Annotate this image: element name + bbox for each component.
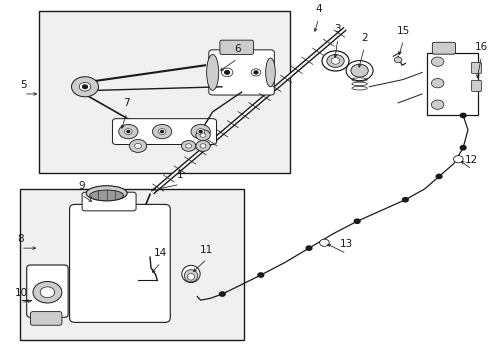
Circle shape: [435, 174, 441, 179]
Circle shape: [160, 131, 163, 133]
Bar: [426, 53, 477, 116]
Text: 12: 12: [464, 155, 477, 165]
Circle shape: [127, 131, 129, 133]
Circle shape: [181, 140, 195, 151]
Circle shape: [452, 156, 462, 163]
Text: 7: 7: [123, 98, 130, 108]
FancyBboxPatch shape: [82, 192, 136, 211]
FancyBboxPatch shape: [470, 62, 481, 73]
Ellipse shape: [182, 265, 200, 283]
Circle shape: [219, 292, 225, 296]
Ellipse shape: [265, 58, 275, 87]
Circle shape: [134, 143, 141, 148]
Circle shape: [196, 129, 204, 134]
Circle shape: [251, 69, 260, 76]
Ellipse shape: [206, 54, 218, 90]
Bar: [20, 189, 244, 339]
Circle shape: [221, 68, 232, 77]
Text: 8: 8: [18, 234, 24, 244]
FancyBboxPatch shape: [220, 40, 253, 54]
Circle shape: [82, 85, 87, 89]
Circle shape: [430, 57, 443, 66]
Circle shape: [40, 287, 55, 298]
Circle shape: [319, 239, 328, 246]
Text: 3: 3: [334, 24, 341, 34]
Ellipse shape: [187, 274, 194, 280]
Circle shape: [257, 273, 263, 277]
Circle shape: [330, 58, 339, 64]
Circle shape: [79, 82, 91, 91]
Circle shape: [430, 100, 443, 109]
Circle shape: [254, 71, 257, 74]
Circle shape: [459, 145, 465, 150]
Circle shape: [402, 198, 407, 202]
Circle shape: [305, 246, 311, 250]
Circle shape: [158, 129, 165, 134]
Text: 1: 1: [176, 170, 183, 180]
Circle shape: [191, 125, 210, 139]
Circle shape: [195, 140, 210, 151]
Circle shape: [346, 60, 372, 81]
FancyBboxPatch shape: [470, 80, 481, 91]
Circle shape: [430, 78, 443, 88]
Text: 5: 5: [20, 80, 27, 90]
Text: 10: 10: [14, 288, 27, 298]
Bar: [39, 12, 289, 173]
Circle shape: [195, 130, 210, 140]
Text: 9: 9: [78, 181, 85, 191]
Circle shape: [459, 113, 465, 118]
Ellipse shape: [90, 190, 123, 201]
Circle shape: [354, 219, 359, 224]
Text: 13: 13: [339, 239, 352, 249]
Text: 2: 2: [360, 33, 367, 43]
FancyBboxPatch shape: [431, 42, 454, 54]
Circle shape: [224, 71, 229, 74]
Circle shape: [199, 131, 202, 133]
FancyBboxPatch shape: [112, 119, 216, 144]
Circle shape: [350, 64, 367, 77]
Ellipse shape: [184, 270, 197, 282]
Circle shape: [33, 282, 62, 303]
Text: 14: 14: [154, 248, 167, 258]
FancyBboxPatch shape: [208, 50, 274, 95]
Circle shape: [322, 51, 348, 71]
Circle shape: [119, 125, 138, 139]
Circle shape: [200, 133, 205, 137]
Circle shape: [152, 125, 171, 139]
Circle shape: [71, 77, 98, 97]
Circle shape: [117, 224, 134, 237]
Circle shape: [129, 139, 146, 152]
Ellipse shape: [86, 186, 127, 201]
Text: 4: 4: [315, 4, 321, 14]
Circle shape: [393, 57, 401, 63]
Text: 11: 11: [200, 244, 213, 255]
Circle shape: [124, 129, 132, 134]
Text: 16: 16: [474, 42, 487, 52]
Circle shape: [200, 144, 205, 148]
Circle shape: [326, 54, 344, 67]
Text: 6: 6: [234, 45, 241, 54]
FancyBboxPatch shape: [27, 265, 68, 318]
FancyBboxPatch shape: [31, 312, 62, 325]
FancyBboxPatch shape: [69, 204, 170, 322]
Text: 15: 15: [396, 26, 409, 36]
Circle shape: [185, 144, 191, 148]
